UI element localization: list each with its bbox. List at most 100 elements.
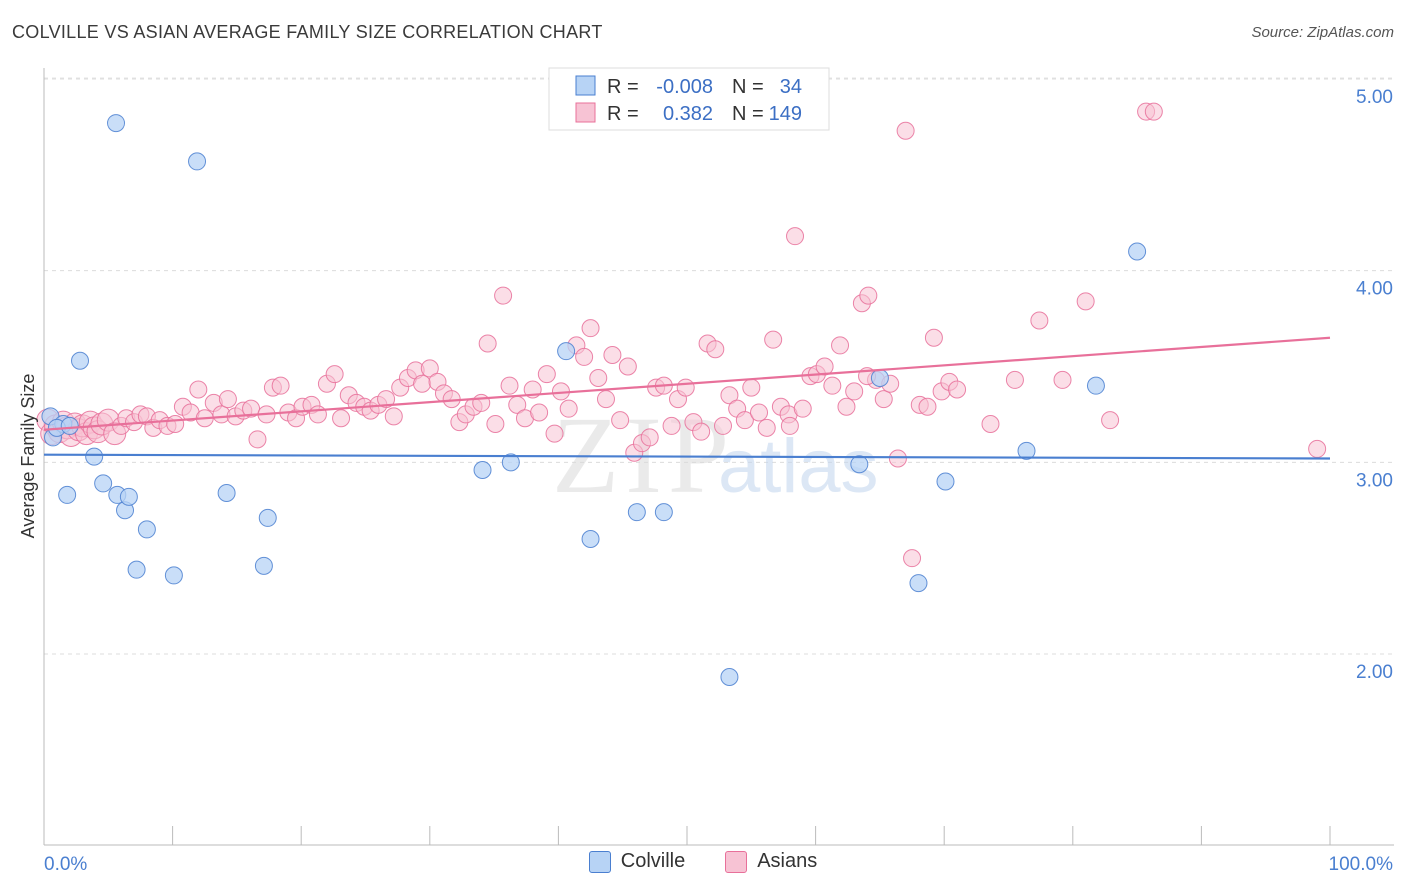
asians-point-121 [874, 390, 893, 409]
colville-point-21 [581, 530, 600, 548]
asians-point-116 [837, 397, 856, 416]
asians-point-99 [714, 416, 733, 435]
colville-point-17 [258, 508, 277, 527]
asians-point-140 [1308, 439, 1327, 458]
colville-point-11 [127, 560, 146, 579]
asians-point-136 [1076, 292, 1095, 311]
colville-points [41, 114, 1147, 686]
asians-point-70 [500, 376, 519, 395]
legend-n-label-colville: N = [732, 76, 764, 98]
legend-r-label-asians: R = [607, 103, 639, 125]
colville-point-3 [58, 485, 77, 504]
y-axis-label: Average Family Size [18, 374, 38, 539]
colville-point-6 [94, 474, 113, 493]
colville-trend-line [43, 453, 1331, 460]
y-tick-label-2: 4.00 [1356, 279, 1393, 300]
bottom-legend-colville: Colville [588, 850, 686, 873]
source-label: Source: ZipAtlas.com [1251, 24, 1394, 41]
colville-point-33 [60, 416, 79, 435]
colville-point-25 [850, 455, 869, 474]
asians-point-28 [189, 380, 208, 399]
asians-point-85 [611, 411, 630, 430]
asians-point-58 [413, 374, 432, 393]
colville-point-15 [217, 484, 236, 502]
x-tick-label-1: 100.0% [1329, 854, 1394, 875]
colville-point-18 [473, 461, 492, 479]
asians-point-109 [786, 227, 805, 246]
asians-point-96 [692, 422, 711, 441]
asians-point-84 [603, 346, 622, 364]
asians-point-132 [981, 415, 1000, 433]
x-ticks [43, 826, 1331, 845]
asians-point-75 [537, 365, 556, 384]
grid-lines [44, 77, 1394, 655]
legend: R = -0.008 N = 34 R = 0.382 N = 149 [548, 67, 830, 131]
axes [43, 68, 1394, 846]
y-tick-label-0: 2.00 [1356, 662, 1393, 683]
asians-point-67 [478, 334, 497, 353]
colville-swatch [588, 850, 611, 873]
bottom-legend: Colville Asians [0, 850, 1406, 873]
asians-point-94 [676, 378, 695, 397]
colville-point-12 [137, 520, 156, 539]
watermark: ZIP [552, 394, 735, 516]
colville-point-24 [720, 668, 739, 686]
asians-point-125 [903, 549, 922, 568]
asians-point-119 [859, 286, 878, 305]
colville-point-14 [188, 152, 207, 171]
asians-point-74 [530, 403, 549, 422]
asians-swatch [725, 850, 748, 873]
asians-point-137 [1101, 411, 1120, 430]
asians-point-133 [1005, 370, 1024, 389]
asians-point-44 [308, 405, 327, 424]
y-tick-labels: 2.00 3.00 4.00 5.00 [1356, 87, 1393, 683]
asians-point-39 [271, 376, 290, 395]
asians-point-76 [545, 424, 564, 443]
asians-point-102 [735, 411, 754, 430]
asians-point-104 [750, 403, 769, 422]
asians-point-69 [494, 286, 513, 305]
asians-point-114 [823, 376, 842, 395]
colville-point-5 [85, 447, 104, 466]
colville-point-31 [1128, 242, 1147, 261]
asians-point-142 [780, 416, 799, 435]
colville-point-27 [909, 574, 928, 593]
asians-point-117 [845, 382, 864, 401]
colville-point-4 [71, 351, 90, 370]
colville-point-30 [1086, 376, 1105, 395]
colville-point-7 [107, 114, 126, 133]
legend-n-label-asians: N = [732, 103, 764, 125]
colville-point-10 [119, 487, 138, 506]
asians-point-127 [918, 397, 937, 416]
asians-point-134 [1030, 311, 1049, 330]
colville-point-22 [627, 503, 646, 522]
asians-point-82 [589, 369, 608, 387]
legend-n-colville: 34 [780, 76, 802, 98]
asians-point-103 [742, 378, 761, 397]
legend-r-label-colville: R = [607, 76, 639, 98]
bottom-legend-asians: Asians [725, 850, 817, 873]
colville-point-19 [501, 453, 520, 472]
colville-point-20 [557, 342, 576, 361]
asians-point-139 [1144, 102, 1163, 121]
legend-n-asians: 149 [769, 103, 802, 125]
legend-r-colville: -0.008 [656, 76, 713, 98]
legend-r-asians: 0.382 [663, 103, 713, 125]
colville-point-23 [654, 503, 673, 522]
asians-point-100 [720, 386, 739, 405]
asians-point-68 [486, 415, 505, 433]
y-tick-label-1: 3.00 [1356, 470, 1393, 491]
colville-point-16 [254, 556, 273, 575]
legend-swatch-asians [575, 102, 596, 123]
colville-legend-label: Colville [620, 850, 686, 872]
colville-point-13 [164, 566, 183, 585]
asians-legend-label: Asians [757, 850, 818, 872]
x-tick-label-0: 0.0% [44, 854, 87, 875]
asians-point-115 [831, 336, 850, 355]
asians-point-46 [325, 365, 344, 384]
trend-lines [43, 336, 1331, 460]
asians-point-36 [248, 430, 267, 449]
asians-point-135 [1053, 370, 1072, 389]
asians-point-131 [948, 380, 967, 399]
